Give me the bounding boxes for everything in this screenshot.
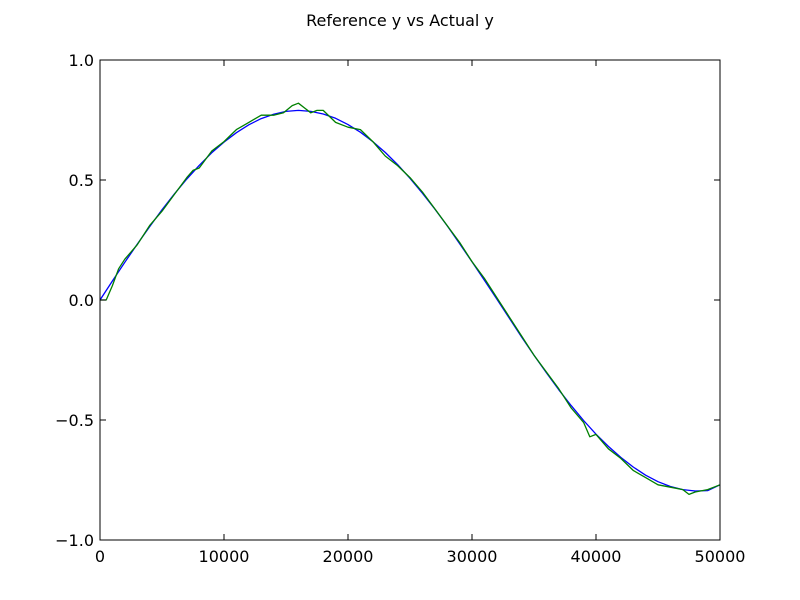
ticks-layer: 0 10000 20000 30000 40000 50000 1.0 0.5 0.0 −0.5 −… <box>55 51 745 566</box>
y-tick-label: 0.0 <box>69 291 94 310</box>
series-line-2 <box>100 102 721 496</box>
x-tick-label: 30000 <box>447 547 498 566</box>
y-tick-label: −0.5 <box>55 411 94 430</box>
chart-title: Reference y vs Actual y <box>306 11 494 30</box>
x-tick-label: 50000 <box>695 547 746 566</box>
x-tick-label: 20000 <box>323 547 374 566</box>
y-tick-label: −1.0 <box>55 531 94 550</box>
x-tick-label: 0 <box>95 547 105 566</box>
y-tick-label: 1.0 <box>69 51 94 70</box>
x-tick-label: 40000 <box>571 547 622 566</box>
y-tick-label: 0.5 <box>69 171 94 190</box>
series-layer <box>99 102 721 496</box>
x-tick-label: 10000 <box>199 547 250 566</box>
